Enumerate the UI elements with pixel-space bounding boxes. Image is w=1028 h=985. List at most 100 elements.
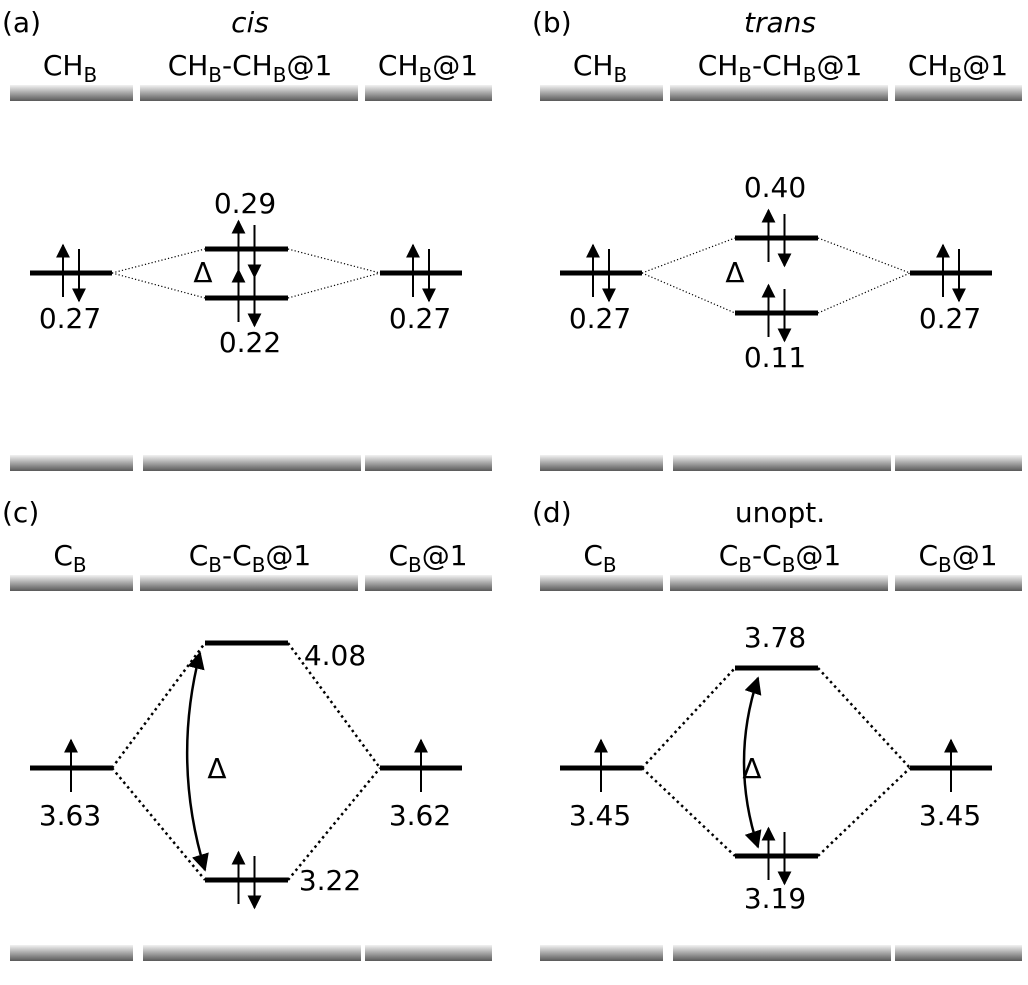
subscript: B — [949, 63, 963, 87]
connector — [641, 272, 736, 314]
footer-bar — [10, 945, 133, 961]
header-text: CH — [378, 49, 419, 82]
header-text: -C — [222, 539, 252, 572]
header-text: @1 — [432, 49, 478, 82]
header-bar — [670, 575, 888, 591]
column-header: CB-CB@1 — [719, 539, 842, 577]
column-header: CHB@1 — [908, 49, 1008, 87]
gap-arrow — [742, 676, 762, 849]
subscript: B — [408, 553, 422, 577]
header-text: C — [53, 539, 73, 572]
subscript: B — [419, 63, 433, 87]
header-text: CH — [573, 49, 614, 82]
header-text: @1 — [265, 539, 311, 572]
header-text: CH — [698, 49, 739, 82]
level-value: 3.78 — [744, 621, 806, 654]
header-bar — [895, 575, 1022, 591]
panel: (c)CB CB-CB@1 CB@13.634.083.223.62Δ — [2, 496, 492, 961]
header-bar — [365, 575, 492, 591]
gap-arrow — [185, 651, 209, 872]
connector — [641, 667, 736, 769]
column-header: CHB — [43, 49, 97, 87]
column-header: CHB-CHB@1 — [698, 49, 863, 87]
level-value: 3.62 — [389, 799, 451, 832]
column-header: CB-CB@1 — [189, 539, 312, 577]
header-bar — [10, 575, 133, 591]
subscript: B — [73, 553, 87, 577]
header-text: @1 — [795, 539, 841, 572]
level-value: 0.27 — [389, 302, 451, 335]
panel: (d) unopt.CB CB-CB@1 CB@13.453.783.193.45Δ — [532, 496, 1022, 961]
header-text: C — [918, 539, 938, 572]
level-value: 0.27 — [919, 302, 981, 335]
connector — [287, 767, 381, 881]
header-text: @1 — [816, 49, 862, 82]
header-text: -CH — [222, 49, 273, 82]
column-header: CHB@1 — [378, 49, 478, 87]
panel-label: (c) — [2, 496, 39, 529]
subscript: B — [938, 553, 952, 577]
header-text: CH — [43, 49, 84, 82]
footer-bar — [673, 455, 891, 471]
delta-label: Δ — [193, 256, 212, 289]
column-header: CHB-CHB@1 — [168, 49, 333, 87]
level-value: 3.22 — [299, 864, 361, 897]
delta-label: Δ — [742, 752, 761, 785]
panel-subtitle: cis — [231, 6, 269, 39]
connector — [641, 237, 736, 274]
level-value: 0.11 — [744, 341, 806, 374]
subscript: B — [603, 553, 617, 577]
footer-bar — [895, 455, 1022, 471]
subscript: B — [738, 63, 752, 87]
header-bar — [140, 575, 358, 591]
connector — [110, 642, 207, 769]
header-text: C — [388, 539, 408, 572]
column-header: CB — [583, 539, 616, 577]
panel-subtitle: trans — [744, 6, 816, 39]
header-bar — [10, 85, 133, 101]
connector — [286, 642, 382, 769]
column-header: CB@1 — [388, 539, 467, 577]
connector — [817, 767, 911, 857]
header-text: -C — [752, 539, 782, 572]
connector — [641, 767, 736, 857]
connector — [817, 667, 911, 769]
header-bar — [365, 85, 492, 101]
header-text: C — [189, 539, 209, 572]
footer-bar — [673, 945, 891, 961]
header-text: -CH — [752, 49, 803, 82]
footer-bar — [895, 945, 1022, 961]
footer-bar — [10, 455, 133, 471]
level-value: 3.19 — [744, 882, 806, 915]
subscript: B — [208, 553, 222, 577]
connector — [287, 248, 381, 274]
level-value: 0.27 — [569, 302, 631, 335]
header-bar — [670, 85, 888, 101]
header-text: CH — [908, 49, 949, 82]
subscript: B — [782, 553, 796, 577]
level-value: 0.29 — [214, 187, 276, 220]
subscript: B — [208, 63, 222, 87]
header-bar — [140, 85, 358, 101]
footer-bar — [540, 455, 663, 471]
connector — [287, 272, 381, 299]
header-bar — [895, 85, 1022, 101]
column-header: CHB — [573, 49, 627, 87]
level-value: 3.45 — [919, 799, 981, 832]
header-text: C — [583, 539, 603, 572]
header-text: @1 — [962, 49, 1008, 82]
subscript: B — [252, 553, 266, 577]
level-value: 3.45 — [569, 799, 631, 832]
footer-bar — [143, 945, 361, 961]
header-text: @1 — [286, 49, 332, 82]
panel-label: (b) — [532, 6, 572, 39]
level-value: 3.63 — [39, 799, 101, 832]
column-header: CB — [53, 539, 86, 577]
header-bar — [540, 575, 663, 591]
subscript: B — [803, 63, 817, 87]
footer-bar — [365, 455, 492, 471]
delta-label: Δ — [207, 752, 226, 785]
